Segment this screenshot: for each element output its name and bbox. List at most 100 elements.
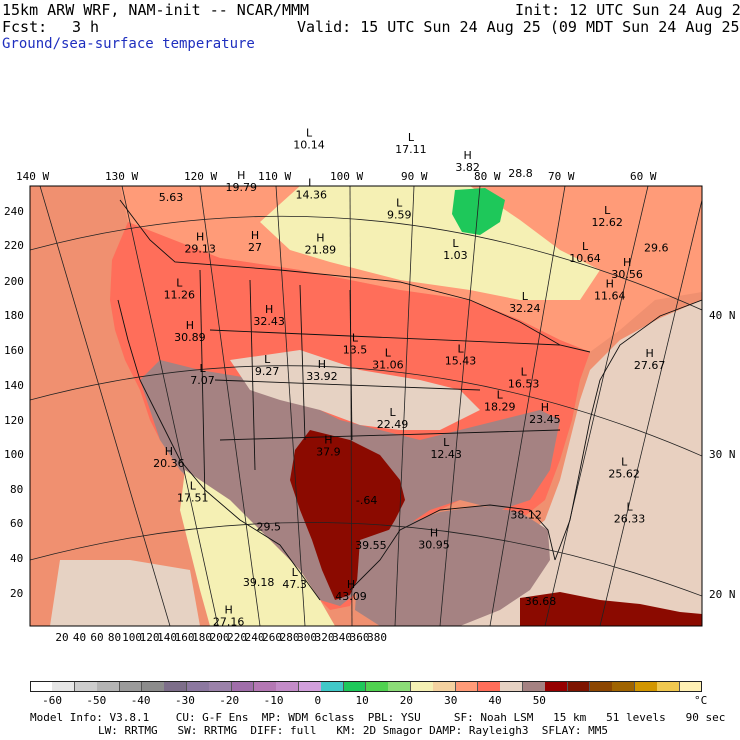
- colorbar-cell: [321, 681, 345, 692]
- lon-tick: 140 W: [16, 170, 50, 183]
- extremum-type: H: [186, 319, 194, 332]
- extremum-type: L: [385, 346, 392, 359]
- colorbar-label: -40: [130, 694, 151, 707]
- grid-x-tick: 60: [90, 631, 104, 644]
- extremum-type: L: [626, 500, 633, 513]
- extremum-type: L: [582, 240, 589, 253]
- extremum-value: 14.36: [295, 189, 327, 202]
- colorbar-cell: [119, 681, 143, 692]
- forecast-label: Fcst:: [2, 18, 48, 36]
- lon-tick: 60 W: [630, 170, 657, 183]
- colorbar-cell: [343, 681, 367, 692]
- extremum-type: L: [264, 353, 271, 366]
- grid-x-tick: 220: [227, 631, 247, 644]
- grid-x-tick: 340: [332, 631, 352, 644]
- extremum-value: 11.26: [164, 288, 196, 301]
- model-title: 15km ARW WRF, NAM-init -- NCAR/MMM: [2, 1, 310, 19]
- grid-x-tick: 100: [122, 631, 142, 644]
- grid-y-tick: 220: [4, 239, 24, 252]
- colorbar-label: -50: [86, 694, 107, 707]
- colorbar-cell: [388, 681, 412, 692]
- grid-y-tick: 240: [4, 205, 24, 218]
- lon-tick: 120 W: [184, 170, 218, 183]
- model-info-line2: LW: RRTMG SW: RRTMG DIFF: full KM: 2D Sm…: [98, 724, 608, 737]
- grid-x-tick: 200: [209, 631, 230, 644]
- colorbar-cell: [567, 681, 591, 692]
- extremum-value: 37.9: [316, 445, 341, 458]
- extremum-value: 30.56: [611, 268, 643, 281]
- extremum-value: 22.49: [377, 418, 409, 431]
- colorbar-label: 0: [314, 694, 322, 707]
- extremum-type: H: [324, 433, 332, 446]
- colorbar-label: -10: [263, 694, 284, 707]
- extremum-type: L: [306, 127, 313, 140]
- extremum-type: H: [541, 401, 549, 414]
- colorbar-cell: [276, 681, 300, 692]
- extremum-type: H: [347, 578, 355, 591]
- extremum-value: 9.59: [387, 208, 412, 221]
- extremum-value: -.64: [356, 494, 377, 507]
- colorbar-label: -60: [42, 694, 62, 707]
- grid-x-tick: 120: [139, 631, 160, 644]
- extremum-value: 30.95: [418, 538, 450, 551]
- extremum-type: H: [463, 149, 471, 162]
- extremum-type: L: [621, 455, 628, 468]
- extremum-value: 12.43: [430, 448, 462, 461]
- extremum-value: 20.36: [153, 457, 185, 470]
- extremum-type: H: [430, 526, 438, 539]
- extremum-type: H: [165, 445, 173, 458]
- colorbar-cell: [612, 681, 636, 692]
- lat-tick: 30 N: [709, 448, 736, 461]
- extremum-value: 21.89: [305, 244, 337, 257]
- extremum-value: 29.5: [256, 520, 281, 533]
- extremum-type: L: [604, 204, 611, 217]
- colorbar-unit: °C: [694, 694, 708, 707]
- extremum-value: 16.53: [508, 377, 540, 390]
- extremum-value: 11.64: [594, 290, 626, 303]
- valid-time: Valid: 15 UTC Sun 24 Aug 25 (09 MDT Sun …: [297, 18, 740, 36]
- pacific-tan-zone: [50, 560, 200, 626]
- texas-hot-zone: [290, 430, 405, 600]
- gulf-of-mexico: [355, 506, 550, 626]
- grid-y-tick: 60: [10, 517, 24, 530]
- colorbar-cell: [209, 681, 233, 692]
- extremum-type: L: [457, 343, 464, 356]
- grid-x-tick: 160: [174, 631, 195, 644]
- grid-x-tick: 300: [297, 631, 317, 644]
- extremum-value: 25.62: [608, 467, 640, 480]
- extremum-value: 27.16: [213, 615, 245, 628]
- grid-y-tick: 160: [4, 344, 24, 357]
- extremum-type: L: [521, 365, 528, 378]
- atlantic-ocean: [440, 300, 702, 626]
- colorbar-cell: [52, 681, 76, 692]
- colorbar-cell: [657, 681, 681, 692]
- grid-x-tick: 320: [314, 631, 335, 644]
- grid-x-tick: 40: [72, 631, 87, 644]
- extremum-value: 7.07: [190, 374, 215, 387]
- extremum-value: 17.11: [395, 143, 427, 156]
- extremum-value: 43.09: [335, 590, 367, 603]
- extremum-type: H: [251, 229, 259, 242]
- extremum-value: 18.29: [484, 401, 516, 414]
- grid-y-tick: 40: [10, 552, 24, 565]
- grid-y-tick: 80: [10, 483, 24, 496]
- extremum-value: 31.06: [372, 358, 404, 371]
- extremum-value: 15.43: [445, 355, 477, 368]
- init-time: Init: 12 UTC Sun 24 Aug 25: [515, 1, 740, 19]
- extremum-value: 38.12: [510, 508, 542, 521]
- grid-x-tick: 380: [367, 631, 387, 644]
- extremum-value: 27: [248, 241, 262, 254]
- lon-tick: 130 W: [105, 170, 139, 183]
- extremum-type: L: [190, 480, 197, 493]
- political-boundaries: [117, 199, 702, 601]
- extremum-type: H: [606, 278, 614, 291]
- model-info-line1: Model Info: V3.8.1 CU: G-F Ens MP: WDM 6…: [30, 711, 726, 724]
- caribbean-land: [520, 592, 702, 626]
- grid-x-tick: 260: [262, 631, 282, 644]
- extremum-value: 36.68: [525, 595, 557, 608]
- lon-tick: 80 W: [474, 170, 501, 183]
- extremum-value: 5.63: [159, 191, 184, 204]
- extremum-value: 33.92: [306, 370, 338, 383]
- grid-y-tick: 140: [4, 379, 24, 392]
